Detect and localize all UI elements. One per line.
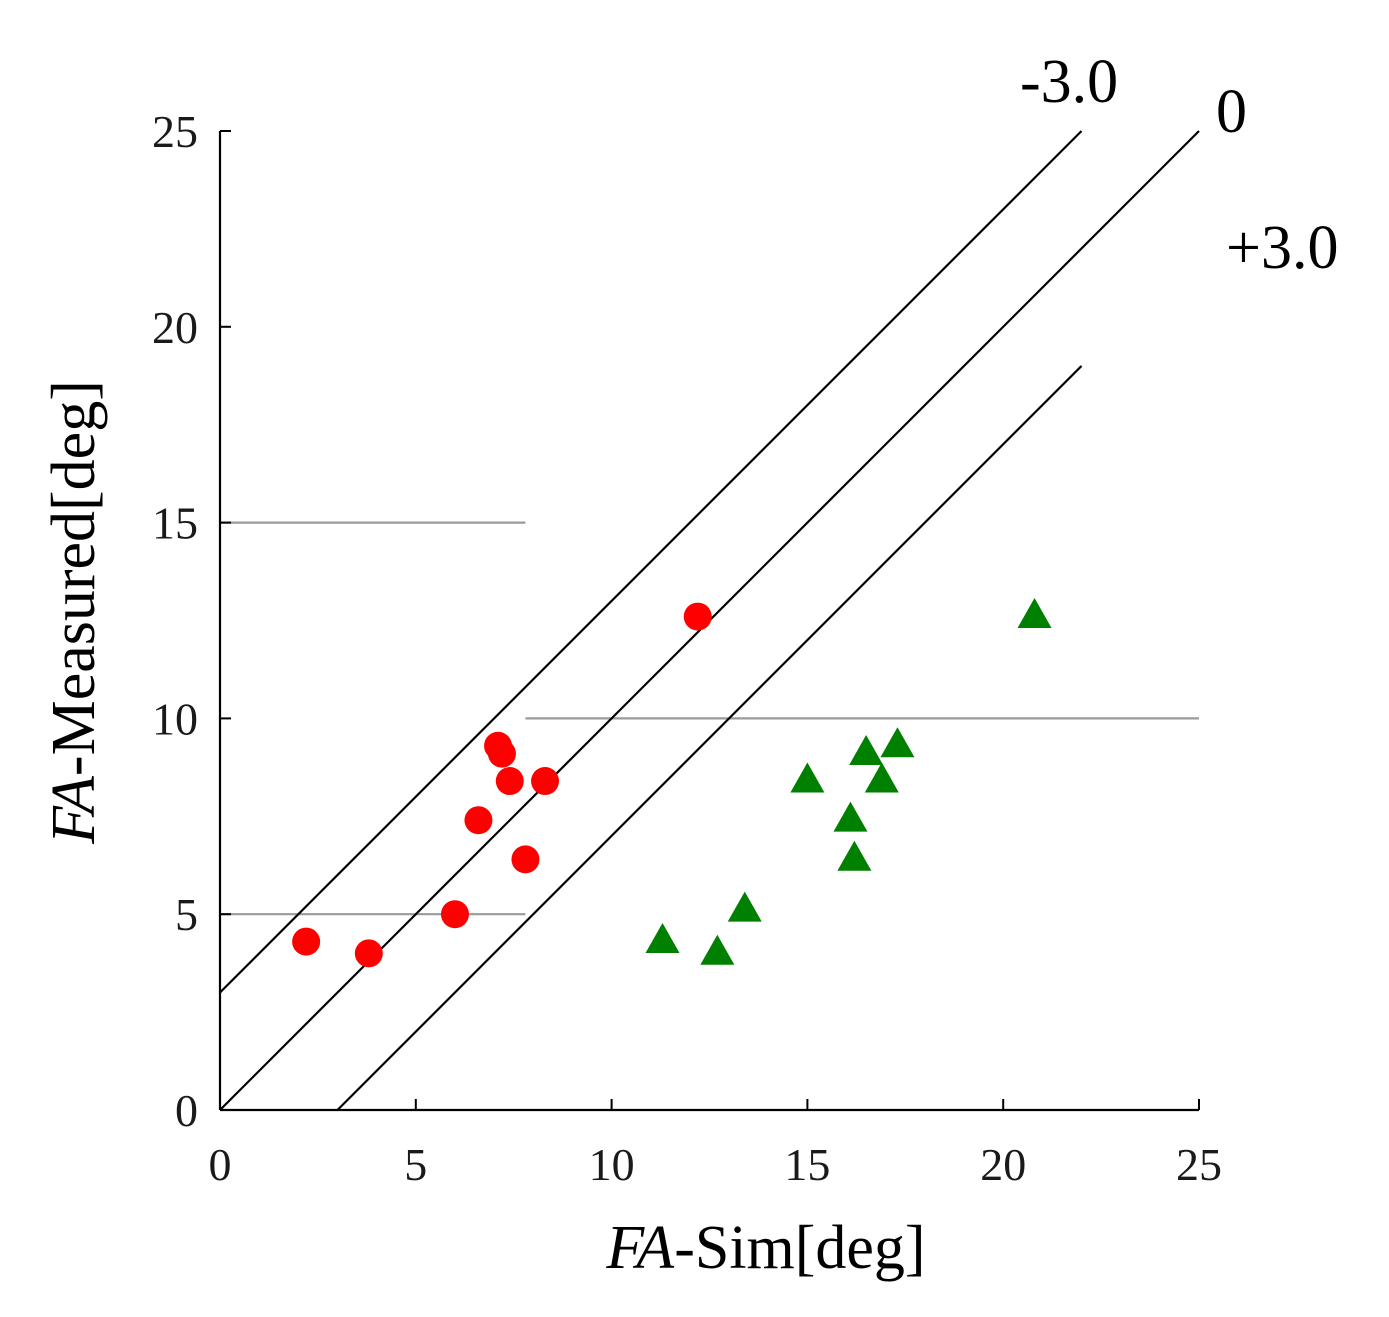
y-tick-label-0: 0 xyxy=(175,1085,198,1136)
circles-point-6 xyxy=(495,767,524,796)
horizontal-guides xyxy=(220,521,1199,916)
y-axis-label: FA-Measured[deg] xyxy=(40,380,108,845)
x-tick-label-15: 15 xyxy=(784,1139,830,1190)
y-tick-label-5: 5 xyxy=(175,889,198,940)
triangles-point-1 xyxy=(700,934,735,965)
triangles-point-3 xyxy=(790,762,825,793)
x-axis-label-rest: -Sim[deg] xyxy=(674,1214,925,1282)
reference-line-label-1: 0 xyxy=(1216,78,1247,146)
y-tick-label-10: 10 xyxy=(152,693,198,744)
triangles-point-6 xyxy=(849,735,884,766)
triangles-point-2 xyxy=(727,891,762,922)
x-tick-label-25: 25 xyxy=(1176,1139,1222,1190)
y-tick-label-25: 25 xyxy=(152,106,198,157)
x-axis-label: FA-Sim[deg] xyxy=(605,1214,925,1282)
data-points xyxy=(292,597,1052,968)
triangles-point-4 xyxy=(833,801,868,832)
triangles-point-7 xyxy=(864,762,899,793)
circles-point-2 xyxy=(440,900,469,929)
y-tick-label-20: 20 xyxy=(152,302,198,353)
circles-point-0 xyxy=(292,927,321,956)
circles-point-3 xyxy=(464,806,493,835)
circles-point-8 xyxy=(531,767,560,796)
reference-line-label-0: -3.0 xyxy=(1020,48,1118,116)
triangles-point-5 xyxy=(837,840,872,871)
triangles-point-8 xyxy=(880,727,915,758)
axis-ticks: 0 5 10 15 20 25 0 5 10 15 20 25 xyxy=(152,106,1222,1190)
x-tick-label-5: 5 xyxy=(404,1139,427,1190)
x-axis-label-italic: FA xyxy=(605,1214,675,1282)
circles-point-7 xyxy=(511,845,540,874)
triangles-point-9 xyxy=(1017,597,1052,628)
axes xyxy=(218,131,1199,1112)
circles-point-9 xyxy=(683,602,712,631)
y-axis-label-rest: -Measured[deg] xyxy=(40,380,108,776)
reference-line-label-2: +3.0 xyxy=(1226,214,1338,282)
reference-lines: -3.0 0 +3.0 xyxy=(219,48,1338,1111)
reference-line-2 xyxy=(336,365,1083,1111)
triangles-point-0 xyxy=(645,923,680,954)
circles-point-5 xyxy=(487,739,516,768)
y-tick-label-15: 15 xyxy=(152,498,198,549)
x-tick-label-20: 20 xyxy=(980,1139,1026,1190)
circles-point-1 xyxy=(354,939,383,968)
x-tick-label-10: 10 xyxy=(589,1139,635,1190)
reference-line-0 xyxy=(219,130,1083,994)
y-axis-label-italic: FA xyxy=(40,775,108,845)
x-tick-label-0: 0 xyxy=(209,1139,232,1190)
